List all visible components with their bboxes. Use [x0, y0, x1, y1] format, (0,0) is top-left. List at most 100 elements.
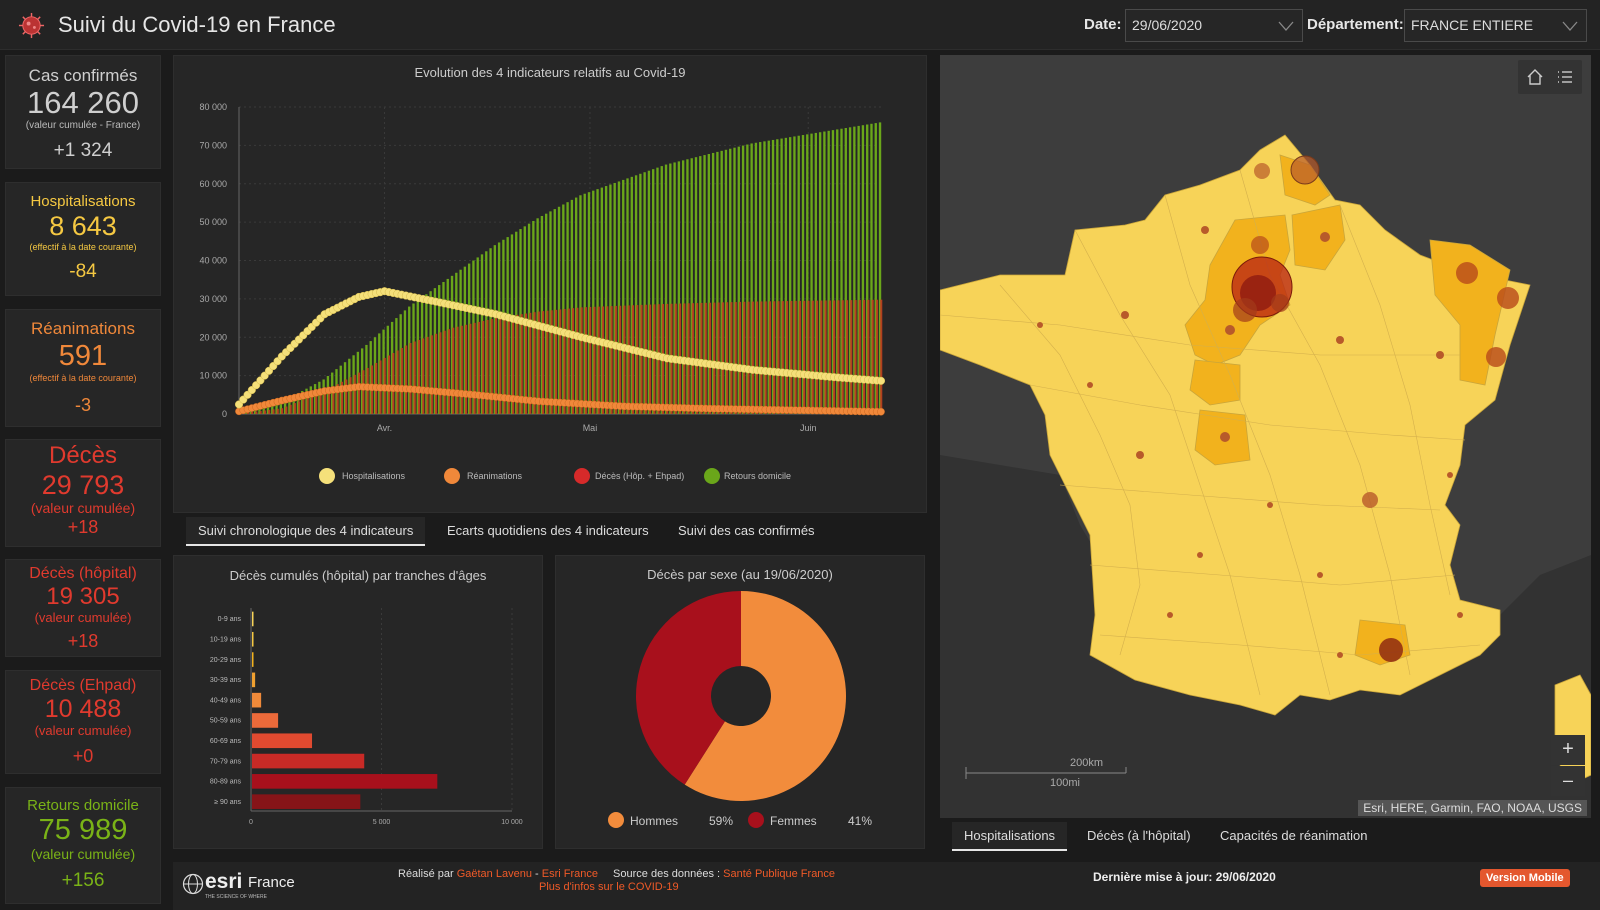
map-tab-capacites-reanimation[interactable]: Capacités de réanimation: [1220, 828, 1368, 843]
map-tab-hospitalisations[interactable]: Hospitalisations: [952, 822, 1068, 851]
bar-retours-domicile: [433, 288, 437, 414]
zoom-in-button[interactable]: +: [1551, 735, 1585, 765]
org-link[interactable]: Esri France: [541, 868, 598, 880]
bar-retours-domicile: [634, 175, 638, 414]
bar-deces: [858, 299, 861, 414]
tab-ecarts-quotidiens[interactable]: Ecarts quotidiens des 4 indicateurs: [447, 523, 649, 538]
sex-deaths-panel: Décès par sexe (au 19/06/2020) Hommes 59…: [555, 555, 925, 849]
tab-cas-confirmes[interactable]: Suivi des cas confirmés: [678, 523, 815, 538]
author-link[interactable]: Gaëtan Lavenu: [456, 868, 532, 880]
card-label: Cas confirmés: [28, 66, 138, 85]
bar-deces: [310, 396, 314, 414]
bar-deces: [773, 301, 776, 414]
layer-list-icon[interactable]: [1556, 68, 1574, 86]
bar-deces: [426, 336, 429, 414]
card-delta: -84: [69, 261, 97, 282]
bar-deces: [708, 302, 712, 414]
last-update: Dernière mise à jour: 29/06/2020: [1093, 870, 1276, 884]
bar-deces: [734, 302, 737, 414]
bar-retours-domicile: [784, 137, 788, 414]
legend-swatch-retours: [704, 468, 720, 484]
bar-deces: [250, 412, 254, 414]
bar-deces: [700, 302, 703, 414]
date-select[interactable]: 29/06/2020: [1125, 9, 1303, 42]
more-info-link[interactable]: Plus d'infos sur le COVID-19: [539, 881, 679, 893]
bar-deces: [798, 300, 801, 414]
bar-retours-domicile: [455, 272, 458, 414]
bar-deces: [272, 409, 275, 414]
bar-retours-domicile: [493, 245, 497, 414]
bar-deces: [357, 372, 361, 414]
map-tab-deces-hopital[interactable]: Décès (à l'hôpital): [1087, 828, 1191, 843]
department-select[interactable]: FRANCE ENTIERE: [1404, 9, 1587, 42]
bar-deces: [743, 301, 746, 414]
bar-retours-domicile: [365, 344, 368, 414]
bar-retours-domicile: [694, 157, 698, 414]
card-value: 591: [58, 340, 108, 372]
bar-deces: [447, 329, 451, 414]
bar-retours-domicile: [643, 172, 646, 414]
bar-deces: [717, 302, 720, 414]
bar-retours-domicile: [733, 147, 736, 414]
bar-deces: [546, 310, 549, 414]
source-link[interactable]: Santé Publique France: [723, 868, 836, 880]
bar-retours-domicile: [771, 139, 775, 414]
home-icon[interactable]: [1526, 68, 1544, 86]
bar-retours-domicile: [711, 152, 715, 414]
hospitalisation-circles: [1037, 155, 1519, 662]
department-value: FRANCE ENTIERE: [1411, 17, 1534, 33]
bar-retours-domicile: [527, 223, 531, 414]
reanimations-card: Réanimations 591 (effectif à la date cou…: [5, 309, 161, 427]
legend-swatch-reanimations: [444, 468, 460, 484]
bar-retours-domicile: [806, 134, 809, 414]
x-tick-label: 10 000: [501, 819, 523, 826]
age-bar: [252, 753, 365, 769]
bar-deces: [614, 305, 617, 414]
bar-deces: [619, 305, 622, 414]
category-label: 50-59 ans: [210, 718, 242, 725]
bar-retours-domicile: [647, 170, 651, 414]
bar-retours-domicile: [322, 379, 325, 414]
bar-retours-domicile: [622, 179, 625, 414]
bar-retours-domicile: [776, 139, 779, 414]
bar-deces: [803, 300, 806, 414]
bar-deces: [567, 308, 570, 414]
bar-deces: [315, 394, 318, 414]
bar-deces: [482, 320, 485, 414]
source-label: Source des données :: [613, 868, 721, 880]
credits-line: Réalisé par Gaëtan Lavenu - Esri France …: [398, 868, 835, 880]
bar-deces: [392, 352, 395, 414]
bar-retours-domicile: [382, 329, 385, 414]
bar-deces: [345, 379, 348, 414]
card-value: 29 793: [41, 470, 125, 500]
bar-deces: [255, 411, 258, 414]
x-tick-label: Mai: [583, 423, 598, 433]
bar-deces: [400, 347, 403, 414]
x-tick-label: Avr.: [377, 423, 392, 433]
bar-deces: [430, 335, 433, 414]
bar-deces: [396, 350, 399, 414]
bar-deces: [473, 322, 476, 414]
main-chart: 0 10 000 20 000 30 000 40 000 50 000 60 000 70 …: [199, 102, 886, 433]
card-subtitle: (valeur cumulée - France): [25, 120, 141, 131]
legend-label-hommes: Hommes: [630, 814, 679, 828]
mobile-version-button[interactable]: Version Mobile: [1480, 869, 1570, 887]
bar-deces: [443, 330, 446, 414]
bar-retours-domicile: [258, 407, 261, 414]
legend-value-hommes: 59%: [709, 814, 734, 828]
bar-deces: [460, 325, 463, 414]
bar-deces: [550, 310, 553, 414]
category-label: 0-9 ans: [218, 616, 242, 623]
bar-retours-domicile: [532, 220, 535, 414]
bar-retours-domicile: [848, 127, 852, 414]
zoom-out-button[interactable]: –: [1551, 766, 1585, 796]
bar-retours-domicile: [403, 310, 407, 414]
bar-deces: [285, 406, 288, 414]
bar-retours-domicile: [673, 162, 676, 414]
bar-retours-domicile: [378, 333, 381, 414]
bar-deces: [751, 301, 754, 414]
bar-deces: [854, 300, 857, 414]
tab-suivi-chronologique[interactable]: Suivi chronologique des 4 indicateurs: [186, 517, 426, 546]
bar-retours-domicile: [253, 408, 257, 414]
map-view[interactable]: 200km 100mi + – Esri, HERE, Garmin, FAO,…: [940, 55, 1591, 818]
